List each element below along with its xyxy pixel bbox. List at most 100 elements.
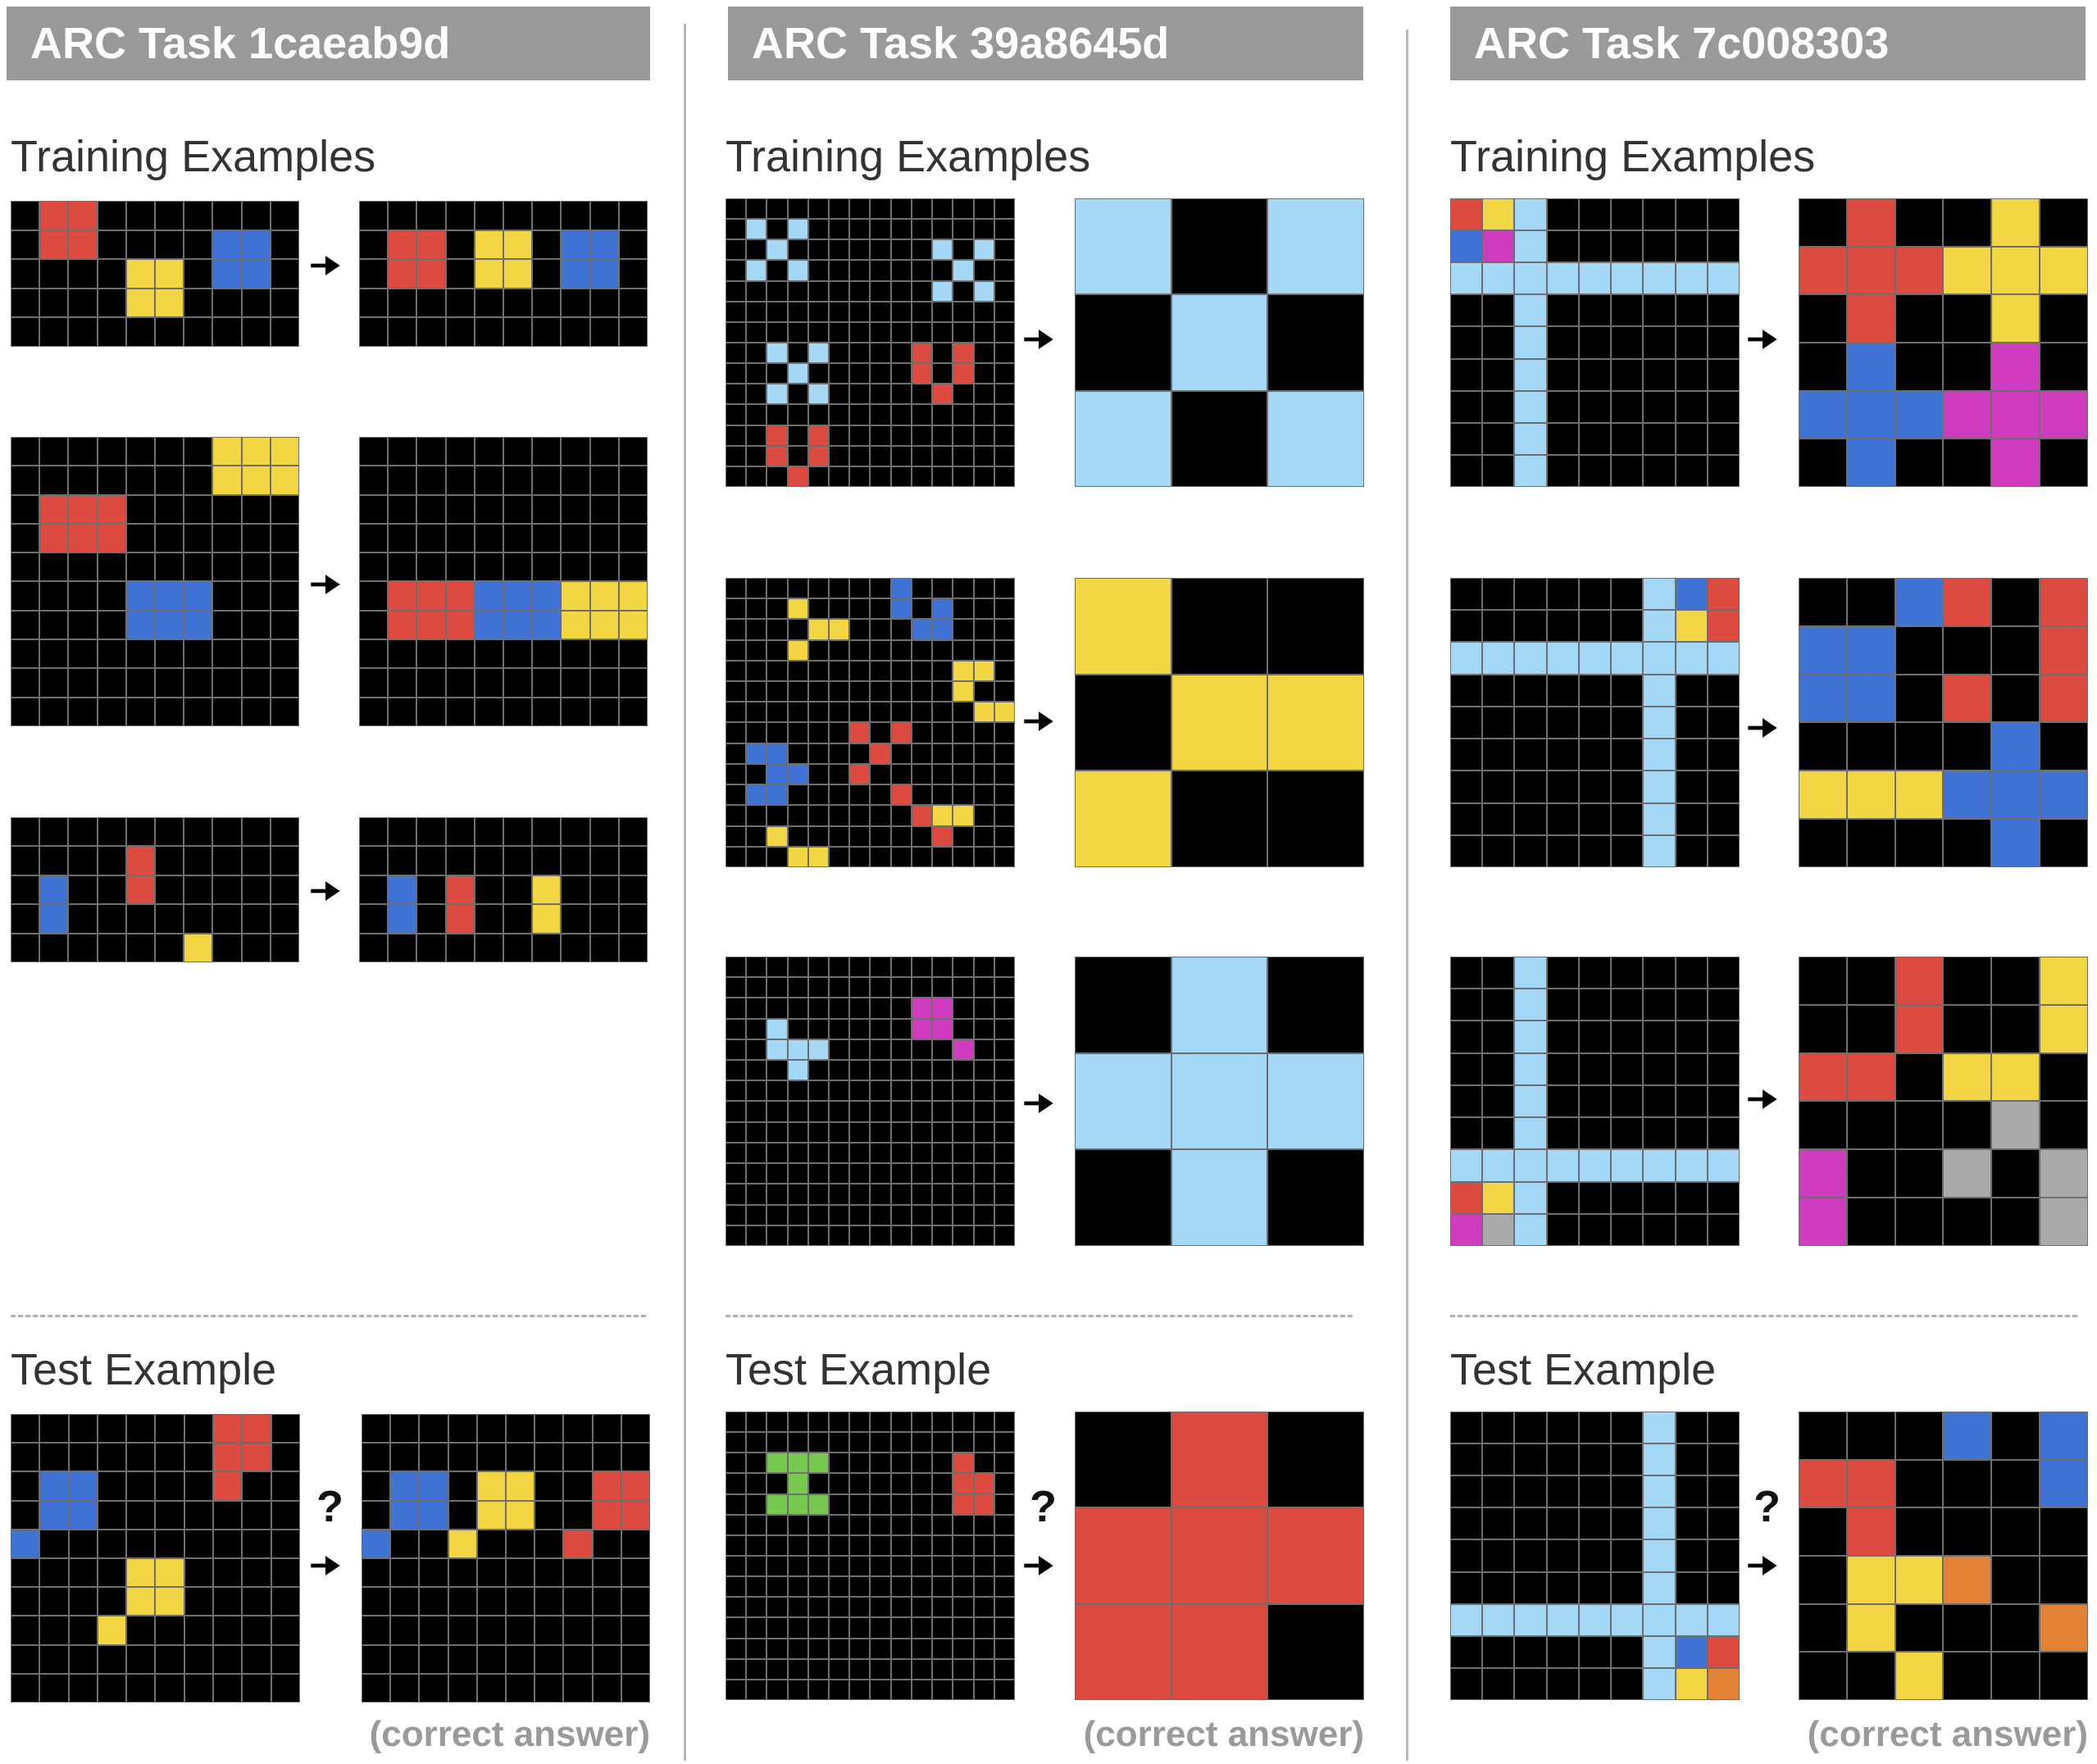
grid-cell [1708, 359, 1739, 390]
grid-cell [767, 764, 787, 784]
grid-cell [2040, 391, 2087, 439]
grid-cell [830, 1184, 849, 1204]
grid-cell [808, 764, 829, 784]
grid-cell [590, 495, 618, 523]
grid-cell [1171, 579, 1267, 674]
grid-cell [953, 661, 973, 681]
grid-cell [788, 1577, 807, 1597]
grid-cell [767, 723, 787, 743]
grid-cell [974, 1205, 994, 1225]
grid-cell [808, 1535, 829, 1555]
grid-cell [808, 998, 829, 1018]
grid-cell [242, 582, 270, 610]
grid-cell [1847, 1557, 1895, 1603]
grid-cell [1847, 391, 1895, 439]
grid-cell [504, 438, 532, 466]
grid-cell [830, 1556, 849, 1576]
grid-cell [808, 322, 829, 342]
grid-cell [1579, 1572, 1611, 1603]
grid-cell [808, 785, 829, 805]
grid-cell [590, 230, 618, 259]
grid-cell [912, 466, 932, 486]
grid-cell [1483, 263, 1514, 294]
grid-cell [912, 1577, 932, 1597]
grid-cell [830, 723, 849, 743]
grid-cell [953, 343, 973, 363]
grid-cell [1708, 1021, 1739, 1052]
grid-cell [1708, 1053, 1739, 1084]
grid-cell [417, 438, 445, 466]
grid-cell [850, 640, 870, 660]
grid-cell [850, 1122, 870, 1142]
grid-cell [767, 466, 787, 486]
grid-cell [767, 1412, 787, 1432]
grid-cell [69, 289, 97, 317]
grid-cell [504, 669, 532, 697]
grid-cell [994, 1474, 1014, 1493]
grid-cell [933, 826, 953, 846]
grid-cell [1547, 1668, 1578, 1699]
grid-cell [126, 495, 154, 523]
grid-cell [1483, 455, 1514, 486]
grid-cell [788, 1453, 807, 1473]
grid-cell [562, 438, 589, 466]
grid-cell [871, 998, 890, 1018]
grid-cell [1847, 1412, 1895, 1459]
grid-cell [933, 957, 953, 977]
grid-cell [1992, 1102, 2040, 1149]
grid-cell [475, 202, 503, 230]
grid-cell [1547, 1540, 1578, 1571]
grid-cell [953, 1494, 973, 1514]
grid-cell [912, 199, 932, 219]
grid-cell [2040, 626, 2087, 674]
grid-cell [11, 698, 39, 725]
grid-cell [871, 702, 890, 722]
grid-cell [726, 764, 746, 784]
grid-cell [1515, 1021, 1546, 1052]
grid-cell [912, 261, 932, 280]
grid-cell [184, 1616, 213, 1644]
arrow-icon [1024, 712, 1053, 731]
grid-cell [1451, 1508, 1482, 1539]
grid-cell [126, 260, 154, 288]
grid-cell [994, 405, 1014, 425]
grid-cell [360, 582, 388, 610]
grid-cell [912, 998, 932, 1018]
grid-cell [213, 260, 241, 288]
grid-cell [1547, 1021, 1578, 1052]
grid-cell [1579, 295, 1611, 326]
grid-cell [1579, 611, 1611, 642]
grid-cell [974, 1081, 994, 1101]
grid-cell [477, 1674, 505, 1702]
grid-cell [850, 743, 870, 763]
grid-cell [1451, 1604, 1482, 1635]
grid-cell [891, 682, 911, 702]
grid-cell [184, 1472, 213, 1500]
grid-cell [933, 1639, 953, 1658]
grid-cell [974, 199, 994, 219]
grid-cell [562, 289, 589, 317]
grid-cell [1944, 1198, 1991, 1245]
grid-cell [535, 1645, 563, 1673]
grid-cell [1644, 391, 1675, 422]
grid-cell [1944, 1604, 1991, 1652]
grid-cell [830, 661, 849, 681]
grid-cell [767, 405, 787, 425]
grid-cell [69, 934, 97, 962]
grid-cell [1483, 1214, 1514, 1245]
question-mark: ? [1030, 1482, 1057, 1531]
grid-cell [933, 199, 953, 219]
grid-cell [11, 818, 39, 846]
grid-cell [1644, 1604, 1675, 1635]
grid-cell [98, 1645, 126, 1673]
grid-cell [420, 1501, 448, 1529]
grid-cell [953, 1122, 973, 1142]
grid-cell [126, 818, 154, 846]
grid-cell [994, 1102, 1014, 1121]
grid-cell [69, 847, 97, 875]
grid-cell [564, 1530, 592, 1557]
grid-cell [933, 364, 953, 384]
grid-cell [590, 640, 618, 668]
grid-cell [767, 1680, 787, 1699]
grid-cell [214, 1501, 242, 1529]
